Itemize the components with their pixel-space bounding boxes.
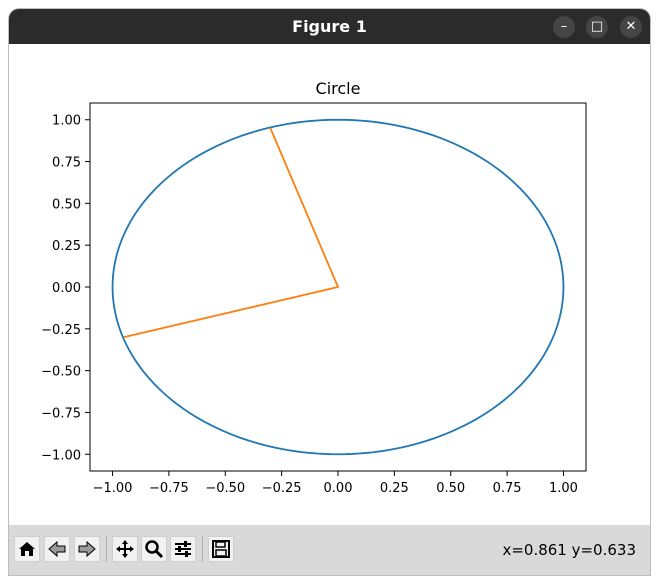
magnifier-icon [145, 540, 164, 559]
back-button[interactable] [44, 536, 70, 562]
figure-window: Figure 1 – □ ✕ Circle −1.00 −0.75 −0.50 −0.2… [9, 9, 650, 575]
plot-canvas[interactable]: Circle −1.00 −0.75 −0.50 −0.25 0.00 0.25 0.50 0.… [9, 44, 650, 525]
y-tick-label: 0.75 [52, 156, 81, 171]
line-chart: Circle −1.00 −0.75 −0.50 −0.25 0.00 0.25 0.50 0.… [41, 79, 587, 496]
configure-subplots-button[interactable] [170, 536, 196, 562]
y-tick-label: −1.00 [41, 448, 81, 463]
title-bar[interactable]: Figure 1 – □ ✕ [9, 9, 650, 44]
cursor-coordinates: x=0.861 y=0.633 [502, 541, 636, 559]
x-tick-label: 1.00 [549, 481, 578, 496]
y-tick-label: −0.25 [41, 323, 81, 338]
forward-button[interactable] [74, 536, 100, 562]
left-arrow-icon [48, 540, 66, 558]
sliders-icon [175, 541, 191, 557]
window-title: Figure 1 [292, 17, 367, 36]
right-arrow-icon [78, 540, 96, 558]
x-tick-label: −0.75 [149, 481, 189, 496]
y-tick-label: 0.25 [52, 239, 81, 254]
home-icon [19, 542, 35, 556]
pan-button[interactable] [112, 536, 138, 562]
x-tick-label: −1.00 [93, 481, 133, 496]
y-tick-label: −0.50 [41, 365, 81, 380]
x-tick-label: −0.50 [205, 481, 245, 496]
chart-title: Circle [316, 79, 361, 98]
y-tick-label: 0.50 [52, 197, 81, 212]
radius-series-line [123, 127, 340, 339]
close-button[interactable]: ✕ [620, 16, 642, 38]
toolbar-separator [106, 536, 107, 562]
maximize-button[interactable]: □ [586, 16, 608, 38]
move-icon [116, 540, 134, 558]
x-tick-label: 0.25 [380, 481, 409, 496]
navigation-toolbar: x=0.861 y=0.633 [9, 525, 650, 575]
y-tick-label: −0.75 [41, 406, 81, 421]
toolbar-separator [202, 536, 203, 562]
save-button[interactable] [208, 536, 234, 562]
x-tick-label: 0.75 [493, 481, 522, 496]
circle-series-line [111, 118, 565, 456]
floppy-icon [212, 540, 230, 558]
x-tick-label: −0.25 [262, 481, 302, 496]
x-tick-label: 0.50 [436, 481, 465, 496]
x-tick-label: 0.00 [324, 481, 353, 496]
y-tick-label: 0.00 [52, 281, 81, 296]
minimize-button[interactable]: – [553, 16, 575, 38]
home-button[interactable] [14, 536, 40, 562]
y-tick-label: 1.00 [52, 114, 81, 129]
zoom-button[interactable] [141, 536, 167, 562]
